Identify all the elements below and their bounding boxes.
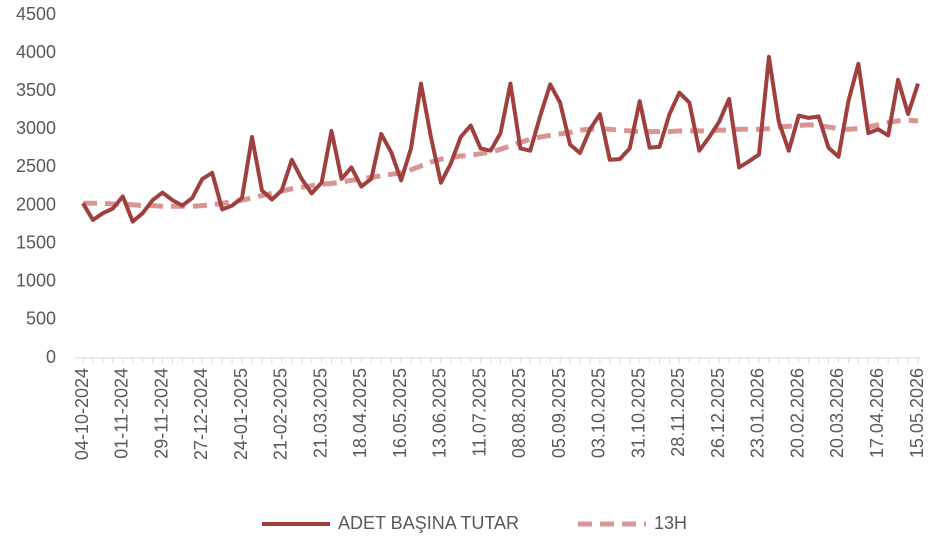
x-tick-label: 16.05.2025 — [390, 368, 410, 458]
x-tick-label: 03.10.2025 — [589, 368, 609, 458]
x-tick-label: 21.03.2025 — [310, 368, 330, 458]
y-tick-label: 3000 — [16, 118, 56, 138]
x-tick-label: 29-11-2024 — [151, 368, 171, 459]
x-tick-label: 17.04.2026 — [867, 368, 887, 458]
x-tick-label: 05.09.2025 — [549, 368, 569, 458]
x-tick-label: 31.10.2025 — [628, 368, 648, 458]
y-tick-label: 4000 — [16, 42, 56, 62]
x-tick-label: 15.05.2026 — [907, 368, 927, 458]
y-tick-label: 2500 — [16, 156, 56, 176]
x-tick-label: 13.06.2025 — [430, 368, 450, 458]
x-tick-label: 28.11.2025 — [668, 368, 688, 457]
x-tick-label: 24-01-2025 — [231, 368, 251, 460]
series-line — [81, 54, 920, 224]
x-tick-label: 20.03.2026 — [827, 368, 847, 458]
x-tick-label: 04-10-2024 — [72, 368, 92, 460]
x-tick-label: 11.07.2025 — [469, 368, 489, 457]
x-tick-label: 26.12.2025 — [708, 368, 728, 458]
y-tick-label: 3500 — [16, 80, 56, 100]
x-tick-label: 20.02.2026 — [787, 368, 807, 458]
x-tick-label: 08.08.2025 — [509, 368, 529, 458]
legend-label: ADET BAŞINA TUTAR — [338, 513, 519, 533]
y-tick-label: 500 — [26, 309, 56, 329]
legend-label: 13H — [654, 513, 687, 533]
y-tick-label: 2000 — [16, 194, 56, 214]
x-tick-label: 23.01.2026 — [748, 368, 768, 458]
x-tick-label: 18.04.2025 — [350, 368, 370, 458]
x-tick-label: 01-11-2024 — [112, 368, 132, 459]
y-tick-label: 1500 — [16, 232, 56, 252]
x-tick-label: 21-02-2025 — [271, 368, 291, 460]
x-tick-label: 27-12-2024 — [191, 368, 211, 460]
y-tick-label: 0 — [46, 347, 56, 367]
y-tick-label: 1000 — [16, 271, 56, 291]
y-tick-label: 4500 — [16, 4, 56, 24]
